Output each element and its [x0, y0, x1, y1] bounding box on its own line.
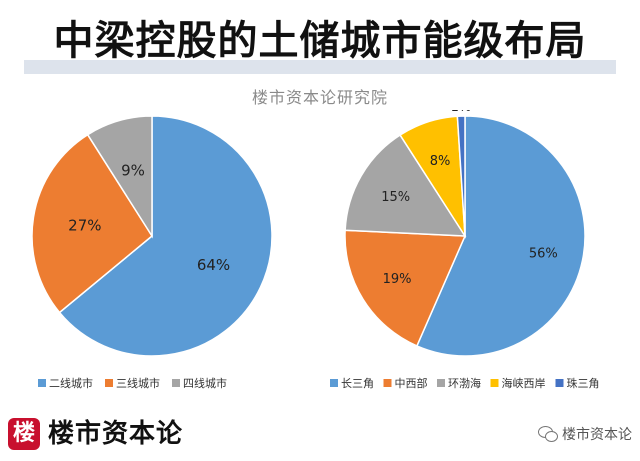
- legend-label-1: 长三角: [341, 377, 374, 390]
- pie-slice-1: [415, 115, 586, 357]
- legend-label-3: 四线城市: [183, 376, 227, 390]
- brand-name: 楼市资本论: [48, 419, 184, 449]
- wechat-icon: [538, 426, 558, 442]
- city-tier-pie-chart: 64% 27% 9% 二线城市 三线城市 四线城市: [31, 115, 273, 390]
- legend-label-4: 海峡西岸: [502, 376, 546, 390]
- legend-label-2: 中西部: [395, 376, 428, 390]
- pie-slice-3: [344, 134, 467, 237]
- pie-slice-2: [31, 133, 153, 314]
- legend-swatch-4: [490, 379, 499, 387]
- data-label-4: 8%: [430, 154, 451, 169]
- title-highlight-band: [24, 60, 616, 74]
- legend-label-1: 二线城市: [49, 376, 93, 390]
- data-label-5: 1%: [451, 110, 472, 115]
- legend-swatch-3: [172, 379, 180, 387]
- legend-swatch-2: [383, 379, 392, 387]
- legend-swatch-3: [437, 379, 445, 387]
- legend-swatch-1: [38, 379, 46, 387]
- legend-swatch-2: [105, 379, 113, 387]
- legend-swatch-1: [330, 379, 338, 387]
- data-label-3: 15%: [381, 190, 410, 205]
- legend-label-2: 三线城市: [116, 376, 160, 390]
- legend-label-3: 环渤海: [448, 376, 481, 390]
- data-label-2: 27%: [68, 216, 101, 234]
- pie-slice-2: [344, 229, 467, 347]
- region-pie-chart: 56% 19% 15% 8% 1% 长三角 中西部 环渤海 海峡西岸 珠三角: [330, 110, 600, 390]
- data-label-1: 56%: [529, 246, 558, 261]
- pie-slice-5: [456, 115, 466, 237]
- data-label-2: 19%: [383, 272, 412, 287]
- chart-subtitle: 楼市资本论研究院: [251, 88, 388, 107]
- pie-slice-1: [58, 115, 273, 357]
- pie-slice-3: [86, 115, 153, 239]
- data-label-3: 9%: [121, 162, 145, 180]
- legend-swatch-5: [555, 379, 564, 387]
- wechat-account: 楼市资本论: [538, 424, 632, 444]
- wechat-account-name: 楼市资本论: [562, 427, 632, 443]
- brand-logo: 楼: [8, 418, 40, 450]
- data-label-1: 64%: [197, 256, 230, 274]
- title-area: 中梁控股的土储城市能级布局: [0, 0, 640, 80]
- legend-label-5: 珠三角: [567, 376, 600, 390]
- chart-title: 中梁控股的土储城市能级布局: [53, 18, 587, 64]
